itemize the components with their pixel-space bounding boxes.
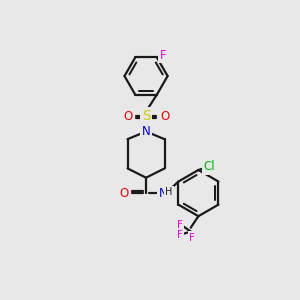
Text: N: N	[142, 125, 150, 138]
Text: H: H	[166, 187, 173, 197]
Text: F: F	[177, 230, 183, 240]
Text: S: S	[142, 109, 150, 123]
Text: F: F	[160, 49, 166, 62]
Text: O: O	[120, 187, 129, 200]
Text: F: F	[189, 233, 195, 243]
Text: N: N	[159, 187, 167, 200]
Text: O: O	[160, 110, 169, 123]
Text: F: F	[177, 220, 183, 230]
Text: Cl: Cl	[203, 160, 215, 173]
Text: O: O	[123, 110, 132, 123]
